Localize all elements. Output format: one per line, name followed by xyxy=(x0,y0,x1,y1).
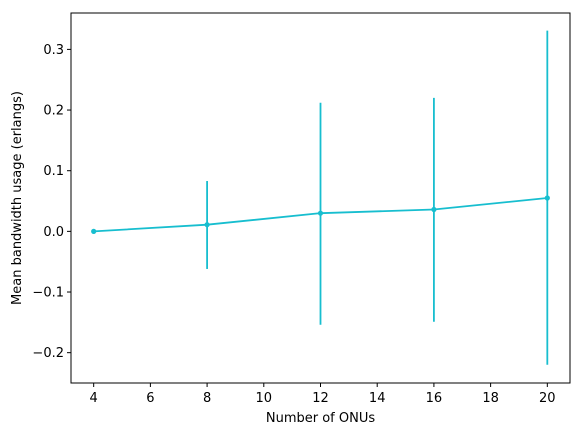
data-point xyxy=(204,222,210,228)
x-tick-label: 12 xyxy=(312,391,329,406)
x-tick-label: 6 xyxy=(146,391,154,406)
x-tick-label: 14 xyxy=(369,391,386,406)
plot-frame xyxy=(70,12,571,384)
x-tick-label: 20 xyxy=(539,391,556,406)
x-tick-label: 4 xyxy=(90,391,98,406)
y-tick-label: 0.2 xyxy=(43,104,64,119)
x-axis-label: Number of ONUs xyxy=(266,411,375,426)
y-tick-label: −0.2 xyxy=(32,346,64,361)
series-points xyxy=(91,195,550,234)
data-point xyxy=(544,195,550,201)
data-point xyxy=(431,206,437,213)
y-tick-label: 0.1 xyxy=(43,164,64,179)
x-tick-label: 8 xyxy=(203,391,211,406)
y-tick-label: 0.3 xyxy=(43,43,64,58)
x-tick-label: 10 xyxy=(256,391,273,406)
y-axis-label: Mean bandwidth usage (erlangs) xyxy=(10,91,25,305)
y-axis-ticks: −0.2 −0.1 0.0 0.1 0.2 0.3 xyxy=(32,43,71,361)
y-tick-label: 0.0 xyxy=(43,225,64,240)
data-point xyxy=(91,228,97,234)
x-tick-label: 18 xyxy=(482,391,499,406)
x-tick-label: 16 xyxy=(426,391,443,406)
y-tick-label: −0.1 xyxy=(32,286,64,301)
error-bars xyxy=(206,30,549,365)
data-point xyxy=(317,210,324,216)
x-axis-ticks: 4 6 8 10 12 14 16 18 20 xyxy=(90,383,556,406)
